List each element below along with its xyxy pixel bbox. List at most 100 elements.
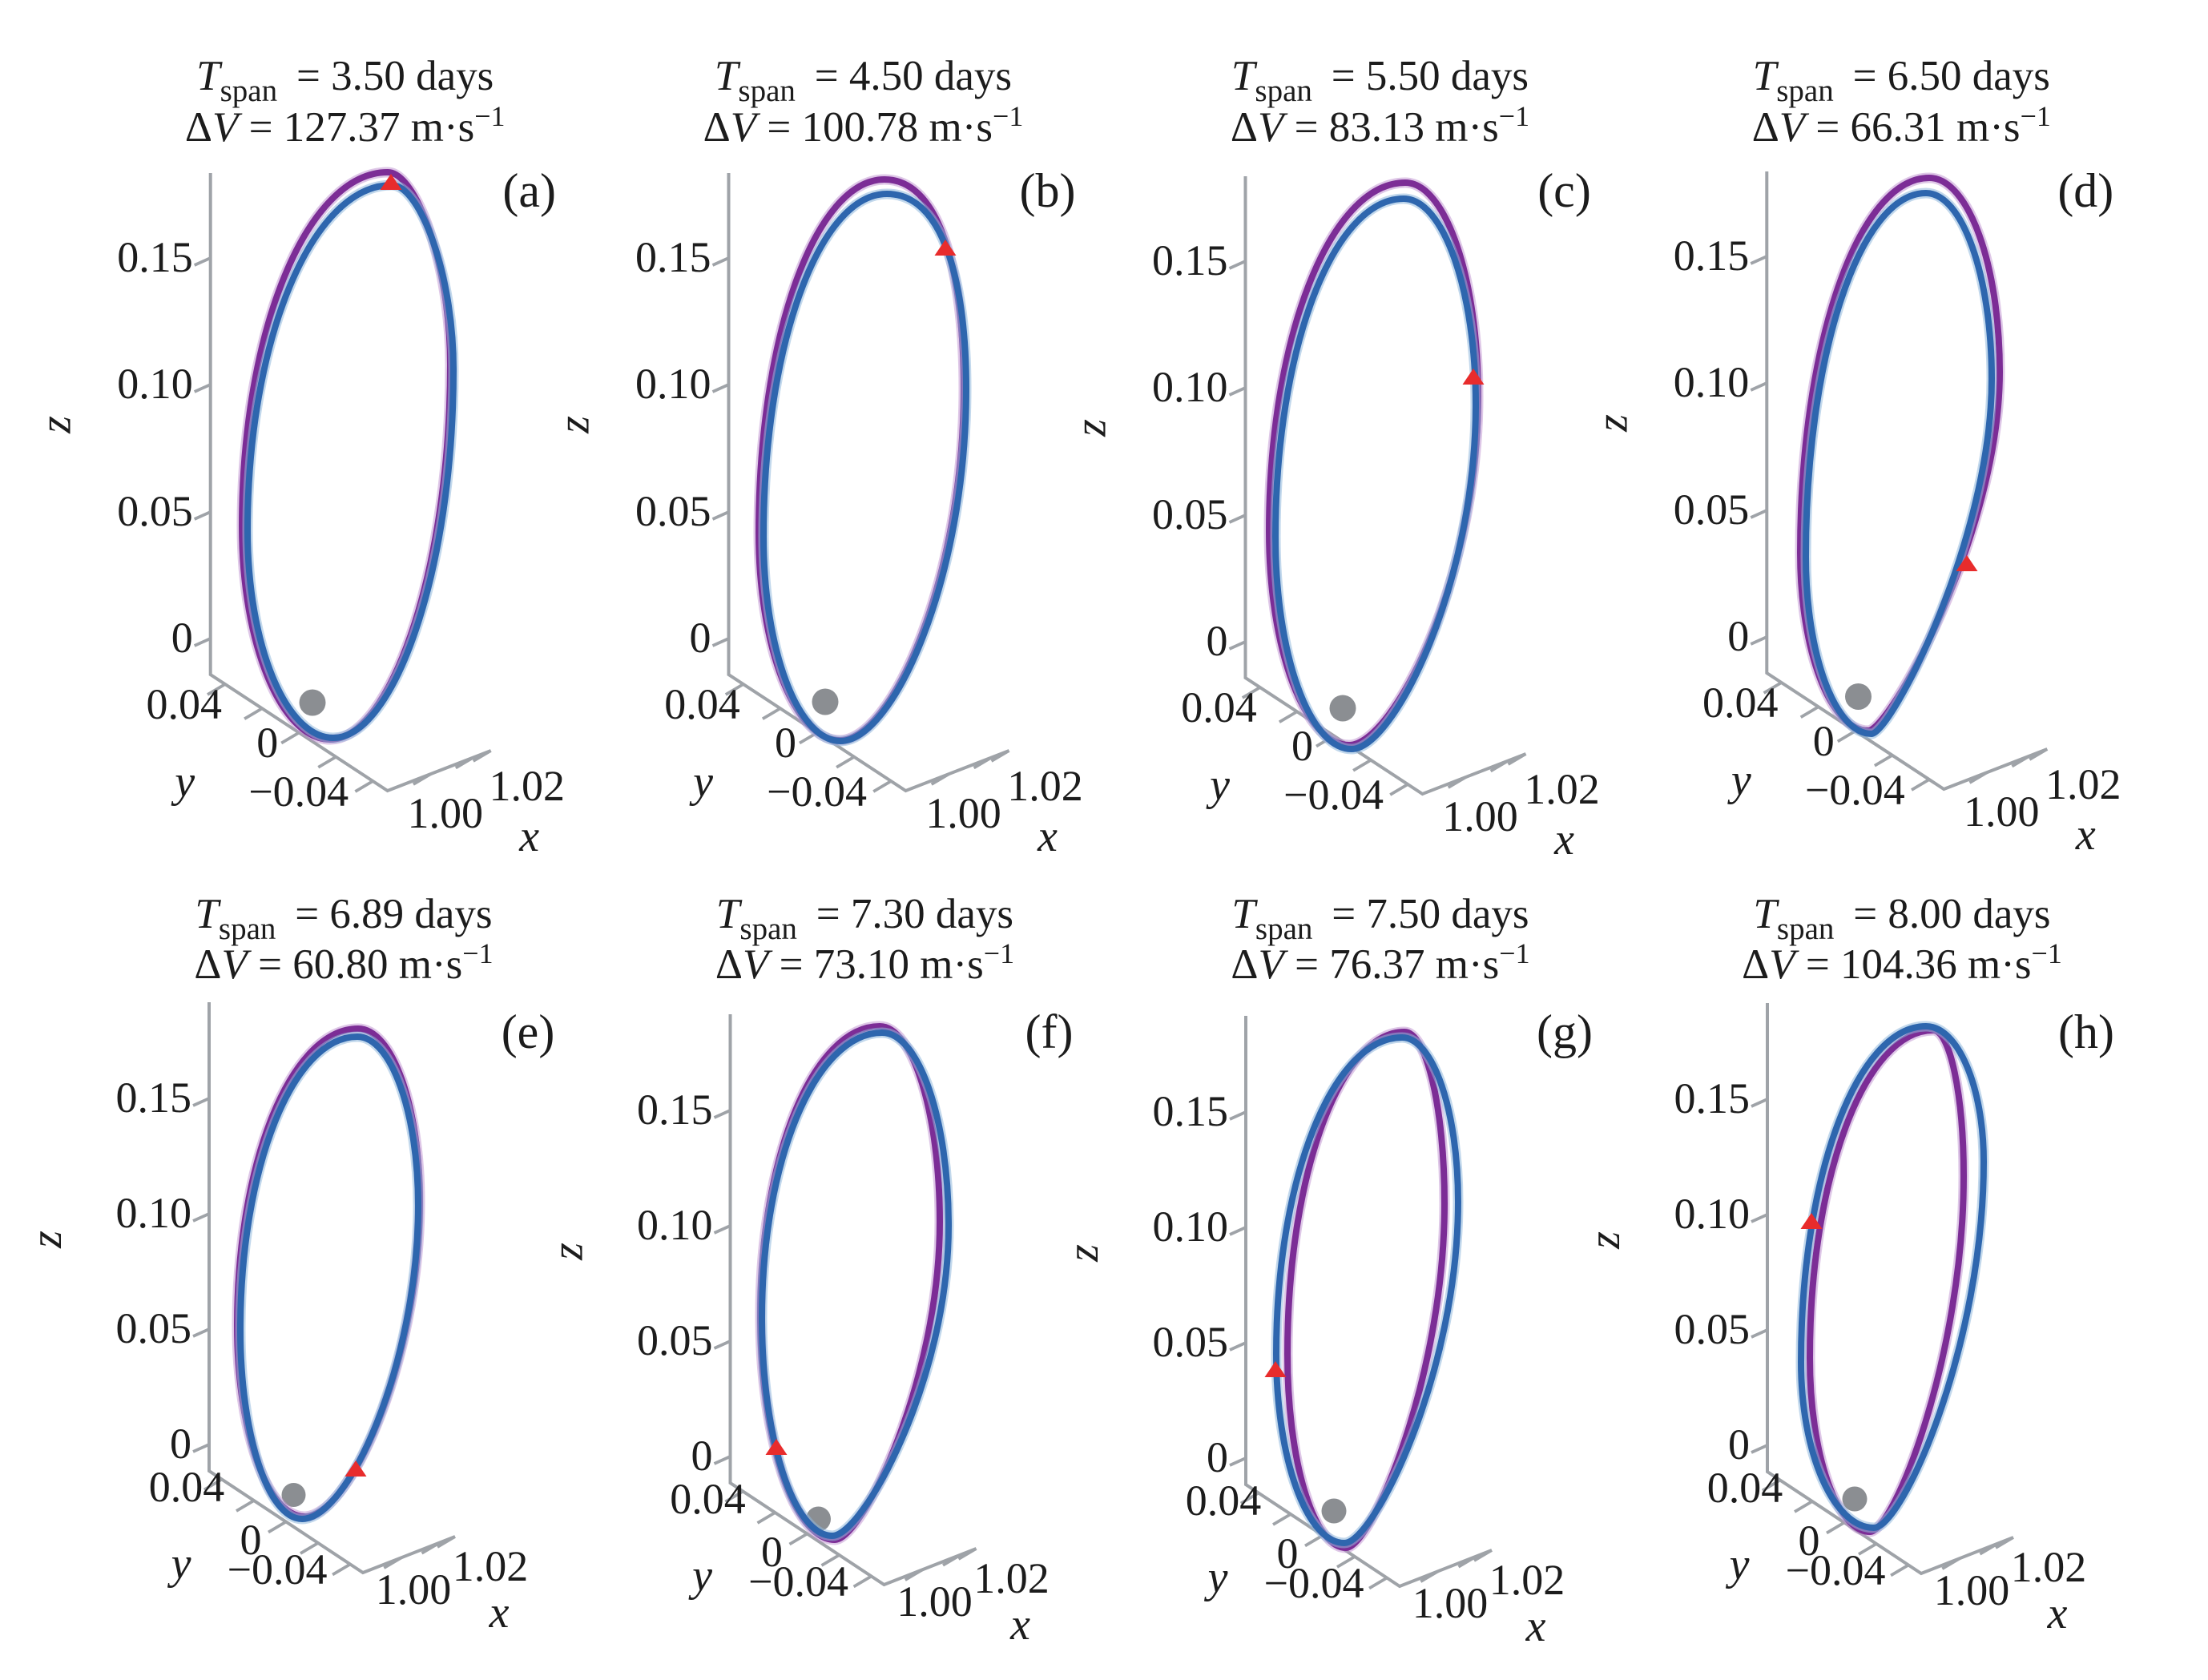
svg-text:Tspan = 6.50 days: Tspan = 6.50 days bbox=[1753, 53, 2050, 108]
svg-text:0.15: 0.15 bbox=[1153, 1087, 1229, 1135]
svg-text:0.15: 0.15 bbox=[1152, 236, 1228, 284]
svg-text:−0.04: −0.04 bbox=[1786, 1546, 1886, 1594]
svg-text:1.02: 1.02 bbox=[489, 762, 565, 810]
svg-text:0.04: 0.04 bbox=[149, 1463, 225, 1511]
svg-text:0.10: 0.10 bbox=[117, 360, 193, 408]
svg-text:x: x bbox=[1553, 815, 1574, 864]
svg-text:0: 0 bbox=[1277, 1529, 1299, 1577]
svg-text:ΔV = 100.78 m·s−1: ΔV = 100.78 m·s−1 bbox=[703, 100, 1024, 151]
svg-text:z: z bbox=[550, 416, 599, 434]
svg-text:0.04: 0.04 bbox=[1186, 1477, 1262, 1525]
svg-text:1.02: 1.02 bbox=[453, 1542, 529, 1590]
svg-text:ΔV = 83.13 m·s−1: ΔV = 83.13 m·s−1 bbox=[1231, 100, 1529, 151]
svg-text:1.02: 1.02 bbox=[1489, 1556, 1565, 1604]
svg-text:0: 0 bbox=[1207, 1433, 1228, 1481]
svg-text:0.15: 0.15 bbox=[1674, 232, 1750, 280]
svg-text:1.02: 1.02 bbox=[1007, 762, 1083, 810]
svg-text:0.10: 0.10 bbox=[1674, 1190, 1751, 1238]
svg-text:Tspan = 4.50 days: Tspan = 4.50 days bbox=[715, 53, 1012, 108]
svg-text:1.02: 1.02 bbox=[2045, 760, 2121, 808]
svg-text:(c): (c) bbox=[1537, 164, 1591, 217]
svg-text:0.04: 0.04 bbox=[664, 680, 740, 728]
svg-text:x: x bbox=[2047, 1589, 2068, 1638]
svg-text:0: 0 bbox=[1799, 1517, 1820, 1565]
svg-text:0.04: 0.04 bbox=[1181, 683, 1257, 731]
svg-text:0.04: 0.04 bbox=[146, 680, 222, 728]
svg-text:Tspan = 8.00 days: Tspan = 8.00 days bbox=[1753, 891, 2050, 946]
svg-text:0: 0 bbox=[761, 1528, 783, 1576]
svg-text:0: 0 bbox=[1728, 1420, 1750, 1468]
svg-text:0.05: 0.05 bbox=[1674, 485, 1750, 534]
svg-text:0: 0 bbox=[256, 719, 278, 767]
svg-text:0: 0 bbox=[170, 1420, 191, 1468]
svg-text:z: z bbox=[543, 1243, 593, 1261]
svg-text:y: y bbox=[1206, 760, 1230, 810]
svg-text:0.05: 0.05 bbox=[635, 487, 711, 535]
svg-text:0.04: 0.04 bbox=[1707, 1464, 1783, 1512]
svg-text:0: 0 bbox=[1813, 717, 1835, 765]
svg-text:Tspan = 3.50 days: Tspan = 3.50 days bbox=[196, 53, 494, 108]
svg-text:1.00: 1.00 bbox=[1442, 792, 1518, 840]
svg-text:−0.04: −0.04 bbox=[1805, 766, 1905, 814]
svg-text:0.05: 0.05 bbox=[116, 1304, 192, 1352]
svg-text:0.05: 0.05 bbox=[1152, 490, 1228, 538]
svg-text:0: 0 bbox=[691, 1432, 713, 1480]
svg-text:0.05: 0.05 bbox=[117, 487, 193, 535]
svg-text:y: y bbox=[1204, 1553, 1228, 1602]
svg-text:0.10: 0.10 bbox=[116, 1189, 192, 1237]
svg-text:Tspan = 5.50 days: Tspan = 5.50 days bbox=[1231, 53, 1529, 108]
svg-text:y: y bbox=[689, 757, 713, 807]
svg-text:1.02: 1.02 bbox=[973, 1554, 1050, 1602]
svg-text:x: x bbox=[1009, 1600, 1030, 1650]
svg-text:0.04: 0.04 bbox=[670, 1475, 746, 1523]
svg-text:1.00: 1.00 bbox=[1964, 788, 2040, 836]
svg-text:y: y bbox=[688, 1551, 712, 1601]
svg-text:z: z bbox=[31, 416, 81, 434]
svg-text:0: 0 bbox=[171, 614, 193, 662]
svg-text:0.10: 0.10 bbox=[1152, 363, 1228, 411]
svg-text:0.05: 0.05 bbox=[1153, 1318, 1229, 1366]
svg-text:1.00: 1.00 bbox=[896, 1577, 973, 1626]
svg-text:x: x bbox=[1525, 1601, 1546, 1651]
svg-text:−0.04: −0.04 bbox=[228, 1545, 328, 1593]
svg-text:ΔV = 127.37 m·s−1: ΔV = 127.37 m·s−1 bbox=[185, 100, 506, 151]
svg-text:−0.04: −0.04 bbox=[1264, 1559, 1364, 1607]
svg-text:0.10: 0.10 bbox=[635, 360, 711, 408]
svg-text:y: y bbox=[171, 757, 195, 807]
svg-text:x: x bbox=[489, 1588, 510, 1638]
svg-text:(h): (h) bbox=[2058, 1005, 2114, 1058]
svg-text:1.00: 1.00 bbox=[925, 789, 1001, 837]
svg-text:−0.04: −0.04 bbox=[248, 767, 349, 816]
svg-text:Tspan = 6.89 days: Tspan = 6.89 days bbox=[195, 891, 492, 946]
svg-text:0: 0 bbox=[1291, 722, 1313, 770]
svg-text:ΔV = 104.36 m·s−1: ΔV = 104.36 m·s−1 bbox=[1742, 937, 2062, 988]
svg-text:ΔV = 76.37 m·s−1: ΔV = 76.37 m·s−1 bbox=[1231, 937, 1529, 988]
svg-text:−0.04: −0.04 bbox=[767, 767, 867, 816]
svg-text:z: z bbox=[1587, 414, 1637, 433]
svg-text:Tspan = 7.50 days: Tspan = 7.50 days bbox=[1231, 891, 1529, 946]
svg-text:x: x bbox=[518, 812, 539, 861]
svg-text:(d): (d) bbox=[2057, 164, 2113, 217]
svg-text:1.00: 1.00 bbox=[1412, 1579, 1489, 1627]
svg-text:0.10: 0.10 bbox=[637, 1201, 713, 1249]
svg-text:ΔV = 73.10 m·s−1: ΔV = 73.10 m·s−1 bbox=[715, 937, 1014, 988]
svg-text:1.02: 1.02 bbox=[2011, 1543, 2087, 1591]
svg-text:1.02: 1.02 bbox=[1524, 765, 1600, 813]
svg-text:ΔV = 66.31 m·s−1: ΔV = 66.31 m·s−1 bbox=[1752, 100, 2051, 151]
svg-text:0.15: 0.15 bbox=[116, 1074, 192, 1122]
svg-text:0.15: 0.15 bbox=[1674, 1074, 1751, 1122]
svg-text:x: x bbox=[1037, 812, 1058, 861]
svg-text:0: 0 bbox=[1727, 612, 1749, 660]
svg-text:(e): (e) bbox=[502, 1005, 555, 1058]
svg-text:0.05: 0.05 bbox=[637, 1316, 713, 1364]
svg-text:Tspan = 7.30 days: Tspan = 7.30 days bbox=[716, 891, 1013, 946]
svg-text:0: 0 bbox=[775, 719, 796, 767]
svg-text:z: z bbox=[1058, 1244, 1108, 1263]
svg-text:−0.04: −0.04 bbox=[1283, 771, 1384, 819]
svg-text:0.15: 0.15 bbox=[637, 1086, 713, 1134]
svg-text:−0.04: −0.04 bbox=[748, 1557, 848, 1605]
svg-text:(a): (a) bbox=[502, 164, 556, 217]
svg-text:z: z bbox=[22, 1231, 71, 1249]
svg-text:1.00: 1.00 bbox=[376, 1565, 452, 1614]
svg-text:(g): (g) bbox=[1537, 1005, 1593, 1058]
